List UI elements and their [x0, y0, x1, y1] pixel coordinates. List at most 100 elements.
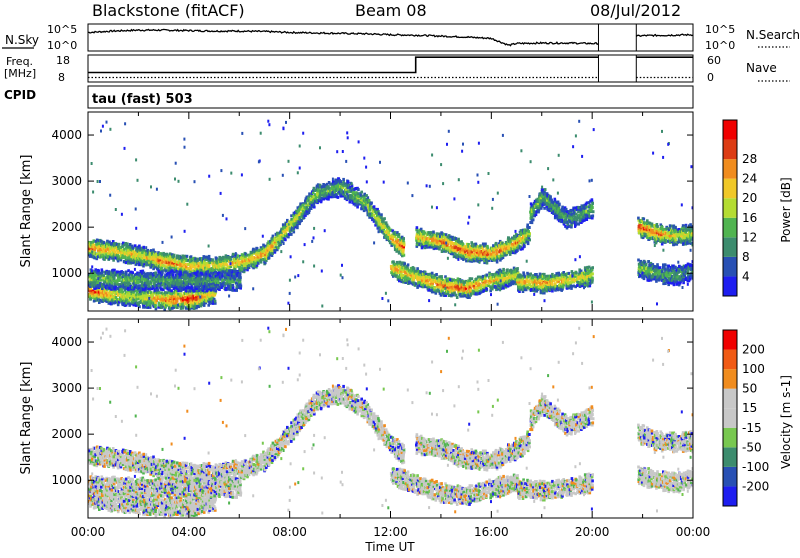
power-cell [386, 224, 389, 227]
nsky-line [636, 34, 692, 36]
power-cell [453, 292, 456, 295]
power-heatmap-cells [87, 120, 695, 311]
power-cell [516, 267, 519, 270]
power-cell [342, 178, 345, 181]
power-cell [101, 268, 104, 271]
power-cell [118, 243, 121, 246]
power-cell [453, 249, 456, 252]
power-cell [187, 286, 190, 289]
power-cell [271, 245, 274, 248]
power-cell [383, 217, 386, 220]
power-cell [173, 254, 176, 257]
power-cell [455, 237, 458, 240]
nsky-axis-top: 10^5 [47, 23, 77, 36]
power-cell [203, 304, 206, 307]
power-cell [551, 283, 554, 286]
power-cell [506, 268, 509, 271]
power-cell [402, 237, 405, 240]
power-cell [284, 238, 287, 241]
power-cell [214, 271, 217, 274]
power-cell [475, 243, 478, 246]
power-cell [180, 280, 183, 283]
power-cell [460, 240, 463, 243]
freq-tick-top: 18 [56, 54, 70, 67]
power-cell [268, 256, 271, 259]
power-cell [486, 274, 489, 277]
power-cell [365, 194, 368, 197]
power-cell [146, 272, 149, 275]
nsky-line [88, 29, 598, 45]
power-cell [222, 270, 225, 273]
power-cell [172, 273, 175, 276]
power-cell [398, 233, 401, 236]
power-cell [431, 272, 434, 275]
power-cell [131, 271, 134, 274]
power-cell [470, 241, 473, 244]
power-cell [502, 268, 505, 271]
power-cell [113, 269, 116, 272]
nsearch-label: N.Search [746, 28, 800, 42]
power-cell [337, 196, 340, 199]
power-cell [274, 243, 277, 246]
power-cell [186, 255, 189, 258]
power-cell [226, 263, 229, 266]
power-cell [435, 273, 438, 276]
power-cell [139, 253, 142, 256]
power-cell [206, 270, 209, 273]
power-cell [510, 269, 513, 272]
power-cell [416, 226, 419, 229]
power-cell [356, 206, 359, 209]
plot-title: Blackstone (fitACF) [92, 1, 245, 20]
freq-line [88, 57, 599, 72]
power-cell [179, 271, 182, 274]
power-cell [432, 231, 435, 234]
nsky-label: N.Sky [5, 33, 39, 47]
power-cell [380, 213, 383, 216]
power-cell [231, 289, 234, 292]
nave-label: Nave [746, 61, 777, 75]
power-cell [152, 249, 155, 252]
power-cell [368, 199, 371, 202]
power-cell [364, 206, 367, 209]
power-cell [416, 267, 419, 270]
freq-unit: [MHz] [4, 67, 36, 80]
power-cell [214, 300, 217, 303]
power-cell [161, 272, 164, 275]
power-cell [487, 246, 490, 249]
power-cell [489, 273, 492, 276]
power-cell [129, 283, 132, 286]
nsearch-axis-top: 10^5 [705, 23, 735, 36]
power-cell [456, 296, 459, 299]
power-cell [201, 272, 204, 275]
power-cell [127, 288, 130, 291]
power-cell [157, 289, 160, 292]
power-cell [188, 290, 191, 293]
power-cell [208, 255, 211, 258]
power-cell [248, 264, 251, 267]
power-cell [378, 212, 381, 215]
power-cell [170, 289, 173, 292]
nave-tick-bottom: 0 [707, 71, 714, 84]
power-cell [424, 232, 427, 235]
power-cell [103, 241, 106, 244]
power-cell [528, 226, 531, 229]
power-cell [176, 254, 179, 257]
power-cell [357, 192, 360, 195]
freq-series [88, 55, 693, 82]
power-cell [125, 271, 128, 274]
power-cell [360, 191, 363, 194]
power-cell [134, 244, 137, 247]
power-cell [158, 291, 161, 294]
power-cell [527, 230, 530, 233]
power-cell [407, 263, 410, 266]
power-cell [528, 279, 531, 282]
power-cell [434, 286, 437, 289]
power-cell [529, 273, 532, 276]
power-cell [191, 287, 194, 290]
power-cell [471, 277, 474, 280]
cpid-value: tau (fast) 503 [92, 92, 193, 107]
power-cell [440, 275, 443, 278]
nsearch-axis-bottom: 10^0 [705, 39, 735, 52]
freq-panel-frame [88, 55, 693, 82]
